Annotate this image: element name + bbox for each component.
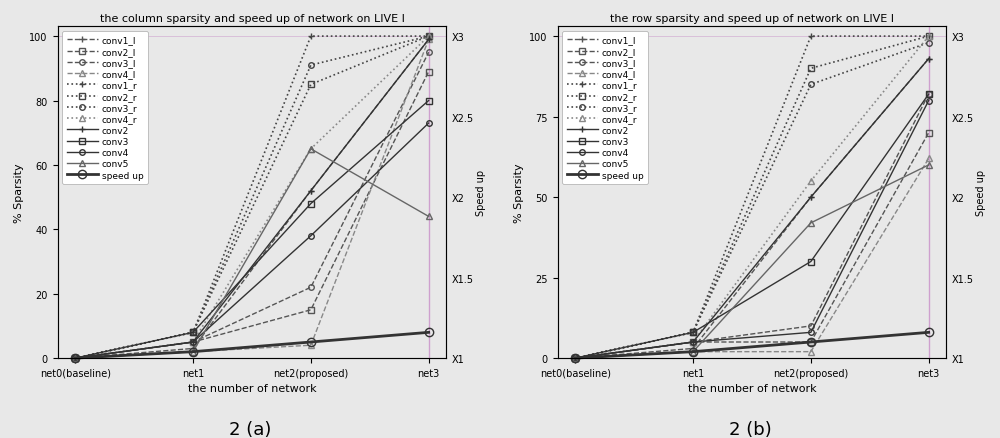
Text: 2 (b): 2 (b) [729,420,771,438]
Y-axis label: Speed up: Speed up [476,170,486,216]
X-axis label: the number of network: the number of network [688,384,816,393]
Title: the column sparsity and speed up of network on LIVE I: the column sparsity and speed up of netw… [100,14,404,24]
Text: 2 (a): 2 (a) [229,420,271,438]
X-axis label: the number of network: the number of network [188,384,316,393]
Title: the row sparsity and speed up of network on LIVE I: the row sparsity and speed up of network… [610,14,894,24]
Y-axis label: % Sparsity: % Sparsity [14,163,24,223]
Legend: conv1_l, conv2_l, conv3_l, conv4_l, conv1_r, conv2_r, conv3_r, conv4_r, conv2, c: conv1_l, conv2_l, conv3_l, conv4_l, conv… [62,32,148,185]
Y-axis label: Speed up: Speed up [976,170,986,216]
Y-axis label: % Sparsity: % Sparsity [514,163,524,223]
Legend: conv1_l, conv2_l, conv3_l, conv4_l, conv1_r, conv2_r, conv3_r, conv4_r, conv2, c: conv1_l, conv2_l, conv3_l, conv4_l, conv… [562,32,648,185]
